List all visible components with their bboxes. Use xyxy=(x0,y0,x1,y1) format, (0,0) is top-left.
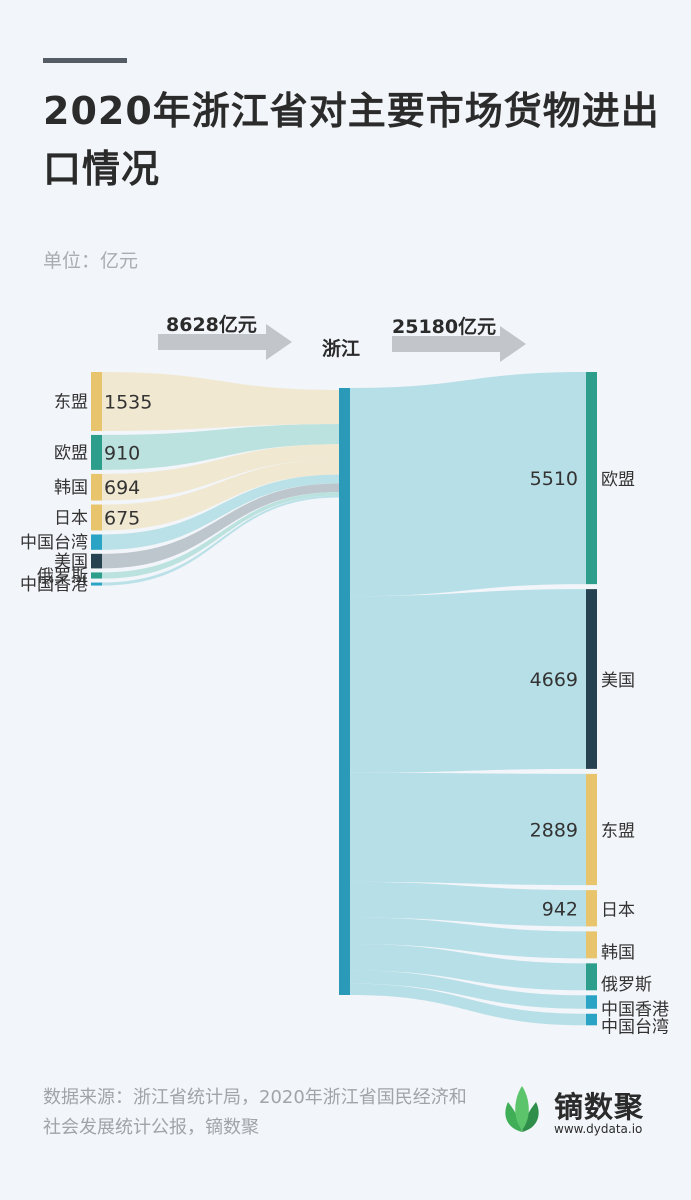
export-node-7 xyxy=(586,1013,597,1026)
center-node-label: 浙江 xyxy=(322,338,361,360)
import-node-0 xyxy=(91,372,102,431)
export-node-label: 中国香港 xyxy=(601,1000,669,1020)
export-flow-5 xyxy=(350,943,586,991)
import-node-label: 中国香港 xyxy=(20,575,88,595)
chart-title: 2020年浙江省对主要市场货物进出口情况 xyxy=(43,89,660,191)
import-node-label: 俄罗斯 xyxy=(37,566,88,586)
import-node-label: 美国 xyxy=(54,552,88,572)
export-node-label: 欧盟 xyxy=(601,470,635,490)
import-flow-4 xyxy=(102,474,339,550)
export-node-4 xyxy=(586,931,597,959)
export-flow-0 xyxy=(350,372,586,597)
export-value-label: 942 xyxy=(542,898,578,920)
sankey-nodes xyxy=(91,372,597,1026)
export-node-label: 东盟 xyxy=(601,822,635,842)
import-value-label: 694 xyxy=(104,477,140,499)
import-flow-1 xyxy=(102,424,339,470)
import-node-label: 日本 xyxy=(54,508,88,528)
import-flow-3 xyxy=(102,459,339,531)
import-flow-7 xyxy=(102,495,339,586)
export-flow-1 xyxy=(350,589,586,773)
unit-label: 单位：亿元 xyxy=(43,250,139,272)
import-node-5 xyxy=(91,553,102,569)
leaf-logo-icon xyxy=(505,1086,539,1132)
import-value-label: 675 xyxy=(104,507,140,529)
export-node-5 xyxy=(586,963,597,991)
import-flow-2 xyxy=(102,444,339,501)
export-flow-6 xyxy=(350,970,586,1009)
export-node-label: 中国台湾 xyxy=(601,1018,669,1038)
import-node-label: 东盟 xyxy=(54,392,88,412)
import-value-label: 1535 xyxy=(104,391,152,413)
export-node-label: 俄罗斯 xyxy=(601,975,652,995)
export-total-label: 25180亿元 xyxy=(392,316,497,338)
flow-arrows xyxy=(158,324,526,362)
import-node-3 xyxy=(91,504,102,531)
import-node-label: 韩国 xyxy=(54,478,88,498)
source-note: 数据来源：浙江省统计局，2020年浙江省国民经济和社会发展统计公报，镝数聚 xyxy=(43,1087,467,1138)
import-flow-0 xyxy=(102,372,339,431)
brand-url: www.dydata.io xyxy=(554,1122,643,1136)
import-node-label: 中国台湾 xyxy=(20,533,88,553)
export-value-label: 2889 xyxy=(530,820,578,842)
title-accent-rule xyxy=(43,58,127,63)
export-node-label: 日本 xyxy=(601,900,635,920)
center-node xyxy=(339,388,350,995)
import-arrow-icon xyxy=(158,324,292,360)
brand-name: 镝数聚 xyxy=(554,1090,645,1124)
import-node-6 xyxy=(91,572,102,579)
export-node-label: 韩国 xyxy=(601,943,635,963)
import-value-label: 910 xyxy=(104,442,140,464)
sankey-flows xyxy=(102,372,586,1026)
brand-logo: 镝数聚 www.dydata.io xyxy=(500,1078,670,1142)
import-node-7 xyxy=(91,582,102,586)
import-node-1 xyxy=(91,434,102,470)
export-value-label: 4669 xyxy=(530,669,578,691)
export-node-6 xyxy=(586,995,597,1009)
import-node-4 xyxy=(91,534,102,550)
export-node-0 xyxy=(586,372,597,585)
import-flow-6 xyxy=(102,491,339,579)
import-node-2 xyxy=(91,473,102,501)
import-node-label: 欧盟 xyxy=(54,443,88,463)
export-flow-4 xyxy=(350,917,586,959)
export-node-label: 美国 xyxy=(601,671,635,691)
export-flow-3 xyxy=(350,881,586,927)
import-total-label: 8628亿元 xyxy=(166,314,257,336)
export-node-2 xyxy=(586,773,597,886)
export-flow-7 xyxy=(350,983,586,1026)
export-arrow-icon xyxy=(392,326,526,362)
export-value-label: 5510 xyxy=(530,468,578,490)
export-node-3 xyxy=(586,890,597,927)
export-flow-2 xyxy=(350,772,586,886)
import-flow-5 xyxy=(102,483,339,569)
export-node-1 xyxy=(586,589,597,769)
